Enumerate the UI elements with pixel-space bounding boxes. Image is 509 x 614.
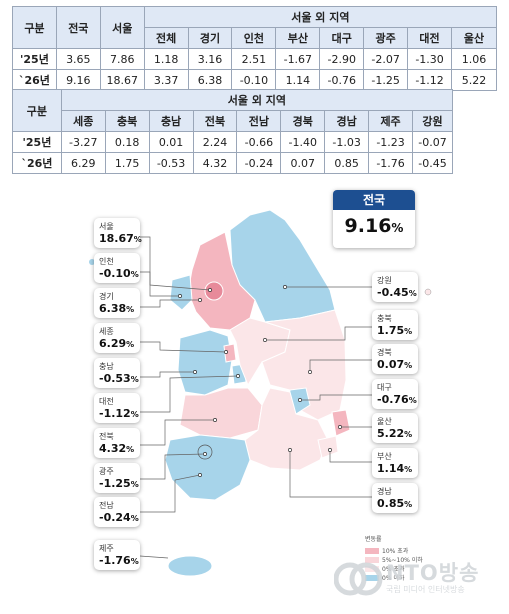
legend-title: 변동률 xyxy=(365,536,382,543)
region-busan xyxy=(317,435,339,459)
region-seoul xyxy=(204,281,224,301)
header-gubun-2: 구분 xyxy=(12,89,62,132)
table-cell: 6.29 xyxy=(60,152,106,174)
region-chungnam xyxy=(177,329,233,396)
label-gwangju: 광주 -1.25% xyxy=(94,463,140,493)
legend-item: 10% 초과 xyxy=(365,546,423,555)
watermark-subtitle: 국립 미디어 인터넷방송 xyxy=(386,585,465,594)
label-jeju: 제주 -1.76% xyxy=(94,540,140,570)
header-outside-2: 서울 외 지역 xyxy=(60,89,454,111)
table-cell: -0.53 xyxy=(148,152,194,174)
table-cell: -2.07 xyxy=(363,48,409,70)
watermark-logo: NTO방송 국립 미디어 인터넷방송 xyxy=(332,553,492,605)
national-value: 9.16% xyxy=(344,215,404,237)
region-ulsan xyxy=(331,409,351,437)
subheader: 충북 xyxy=(104,110,150,132)
subheader: 부산 xyxy=(275,27,321,49)
subheader: 전남 xyxy=(236,110,282,132)
table-cell: 0.07 xyxy=(280,152,326,174)
label-seoul: 서울 18.67% xyxy=(94,218,142,248)
subheader: 대전 xyxy=(407,27,452,49)
region-sejong xyxy=(223,343,237,363)
table-cell: 2.24 xyxy=(192,131,238,153)
label-daegu: 대구 -0.76% xyxy=(372,379,418,409)
table-cell: 3.65 xyxy=(55,48,101,70)
label-ulsan: 울산 5.22% xyxy=(372,413,418,443)
table-cell: 1.75 xyxy=(104,152,150,174)
region-jeonbuk xyxy=(179,387,263,439)
label-gyeongnam: 경남 0.85% xyxy=(372,483,418,513)
table-cell: -1.03 xyxy=(324,131,370,153)
logo-icon xyxy=(334,562,383,596)
region-gyeongbuk xyxy=(261,309,347,421)
table-cell: 18.67 xyxy=(99,69,145,91)
label-incheon: 인천 -0.10% xyxy=(94,253,140,283)
label-gyeonggi: 경기 6.38% xyxy=(94,288,140,318)
legend-item: 5%~10% 이하 xyxy=(365,555,423,564)
subheader: 인천 xyxy=(231,27,277,49)
subheader: 울산 xyxy=(451,27,497,49)
subheader: 강원 xyxy=(412,110,453,132)
table-cell: -0.24 xyxy=(236,152,282,174)
national-label: 전국 xyxy=(333,190,415,210)
table-row: '25년 -3.27 0.18 0.01 2.24 -0.66 -1.40 -1.03 -1.2… xyxy=(12,131,453,153)
table-cell: -0.45 xyxy=(412,152,453,174)
island-baengnyeong xyxy=(89,259,95,265)
subheader: 전체 xyxy=(143,27,189,49)
row-label: `26년 xyxy=(12,69,57,91)
table-cell: 5.22 xyxy=(451,69,497,91)
label-gangwon: 강원 -0.45% xyxy=(372,272,418,302)
label-gyeongbuk: 경북 0.07% xyxy=(372,344,418,374)
table-cell: -1.67 xyxy=(275,48,321,70)
table-2: 구분 서울 외 지역 세종 충북 충남 전북 전남 경북 경남 제주 강원 '25년 -3.27 0… xyxy=(12,89,454,174)
header-outside: 서울 외 지역 xyxy=(143,6,498,28)
subheader: 충남 xyxy=(148,110,194,132)
region-jeonnam xyxy=(164,434,251,501)
label-sejong: 세종 6.29% xyxy=(94,323,140,353)
subheader: 광주 xyxy=(363,27,409,49)
subheader: 제주 xyxy=(368,110,414,132)
row-label: `26년 xyxy=(12,152,62,174)
region-gwangju xyxy=(197,444,213,460)
table-cell: -0.10 xyxy=(231,69,277,91)
subheader: 경북 xyxy=(280,110,326,132)
label-daejeon: 대전 -1.12% xyxy=(94,393,140,423)
table-cell: 4.32 xyxy=(192,152,238,174)
table-1: 구분 전국 서울 서울 외 지역 전체 경기 인천 부산 대구 광주 대전 울산 '25년 3.… xyxy=(12,6,498,91)
label-busan: 부산 1.14% xyxy=(372,448,418,478)
label-chungnam: 충남 -0.53% xyxy=(94,358,140,388)
island-ulleung xyxy=(424,288,432,296)
subheader: 경기 xyxy=(187,27,233,49)
header-gubun: 구분 xyxy=(12,6,57,49)
table-cell: 3.37 xyxy=(143,69,189,91)
national-box: 전국 9.16% xyxy=(333,190,415,248)
table-cell: 7.86 xyxy=(99,48,145,70)
table-row: `26년 6.29 1.75 -0.53 4.32 -0.24 0.07 0.85 -1.76-… xyxy=(12,152,453,174)
region-jeju xyxy=(167,555,213,577)
legend-item: 0% 이하 xyxy=(365,573,423,582)
subheader: 세종 xyxy=(60,110,106,132)
label-jeonbuk: 전북 4.32% xyxy=(94,428,140,458)
region-incheon xyxy=(169,274,193,311)
table-row: '25년 3.65 7.86 1.18 3.16 2.51 -1.67 -2.90 -2.07-… xyxy=(12,48,497,70)
watermark-title: NTO방송 xyxy=(386,561,480,585)
table-cell: 1.14 xyxy=(275,69,321,91)
label-chungbuk: 충북 1.75% xyxy=(372,310,418,340)
table-cell: 1.18 xyxy=(143,48,189,70)
table-cell: 0.01 xyxy=(148,131,194,153)
label-jeonnam: 전남 -0.24% xyxy=(94,497,140,527)
table-cell: -0.66 xyxy=(236,131,282,153)
